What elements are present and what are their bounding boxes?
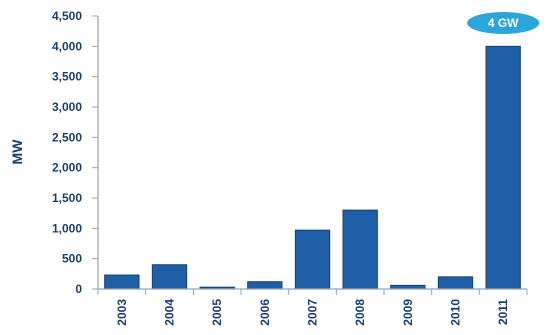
y-tick-label: 0 bbox=[75, 282, 82, 296]
x-axis-ticks: 2003 2004 2005 2006 2007 2008 2009 2010 2011 bbox=[97, 289, 528, 326]
callout-label: 4 GW bbox=[488, 16, 519, 30]
x-tick-label-2003: 2003 bbox=[115, 299, 129, 326]
bar-2008 bbox=[342, 209, 378, 290]
y-tick-label: 3,500 bbox=[52, 70, 82, 84]
y-tick-label: 1,000 bbox=[52, 221, 82, 235]
y-tick-label: 3,000 bbox=[52, 100, 82, 114]
bar-2010 bbox=[437, 276, 474, 290]
bar-2011 bbox=[485, 45, 521, 290]
callout-4gw: 4 GW bbox=[467, 12, 540, 34]
x-tick-label-2010: 2010 bbox=[449, 299, 463, 326]
bar-2004 bbox=[151, 264, 188, 290]
bar-2003 bbox=[104, 274, 140, 290]
bar-2006 bbox=[247, 281, 283, 290]
x-tick-label-2006: 2006 bbox=[258, 299, 272, 326]
bar-2007 bbox=[294, 229, 331, 290]
x-tick-label-2004: 2004 bbox=[163, 299, 177, 326]
y-tick-label: 500 bbox=[62, 252, 82, 266]
callout-ellipse bbox=[467, 12, 540, 34]
bars bbox=[104, 45, 521, 290]
y-tick-label: 2,500 bbox=[52, 130, 82, 144]
x-tick-label-2008: 2008 bbox=[353, 299, 367, 326]
x-tick-label-2005: 2005 bbox=[210, 299, 224, 326]
x-tick-label-2007: 2007 bbox=[306, 299, 320, 326]
y-axis-label: MW bbox=[9, 139, 25, 165]
y-tick-label: 4,000 bbox=[52, 39, 82, 53]
y-tick-label: 2,000 bbox=[52, 161, 82, 175]
y-tick-label: 1,500 bbox=[52, 191, 82, 205]
y-tick-label: 4,500 bbox=[52, 9, 82, 23]
y-axis-ticks: 0 500 1,000 1,500 2,000 2,500 3,000 3,500 4,000 4… bbox=[52, 9, 98, 296]
x-tick-label-2011: 2011 bbox=[496, 299, 510, 325]
x-tick-label-2009: 2009 bbox=[401, 299, 415, 326]
